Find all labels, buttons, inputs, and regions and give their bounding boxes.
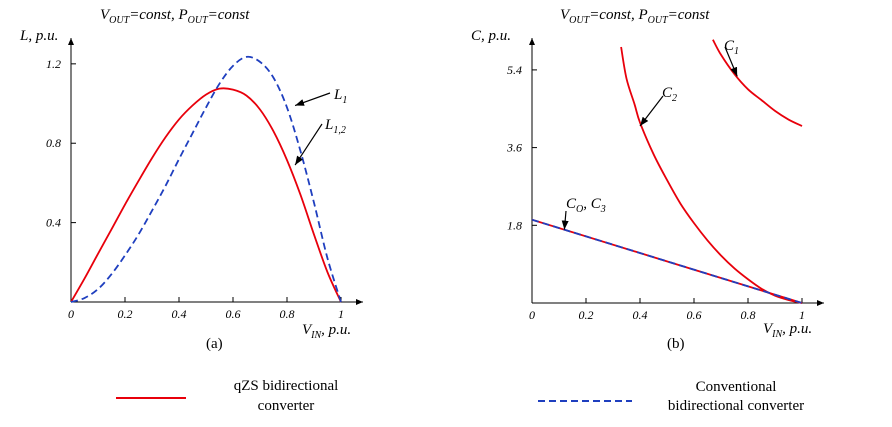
x-tick-label: 0.2 bbox=[579, 308, 594, 322]
legend-label: qZS bidirectional bbox=[234, 378, 339, 394]
legend: qZS bidirectional converter Conventional bi… bbox=[116, 378, 804, 414]
annotation-label: C2 bbox=[662, 85, 677, 104]
legend-label: bidirectional converter bbox=[668, 398, 804, 414]
x-tick-label: 0.2 bbox=[118, 307, 133, 321]
x-tick-label: 0.4 bbox=[633, 308, 648, 322]
chart-title: VOUT=const, POUT=const bbox=[560, 7, 710, 26]
x-tick-label: 1 bbox=[799, 308, 805, 322]
legend-label: Conventional bbox=[696, 379, 777, 395]
chart-title: VOUT=const, POUT=const bbox=[100, 7, 250, 26]
x-tick-label: 0 bbox=[68, 307, 74, 321]
x-tick-label: 0.4 bbox=[172, 307, 187, 321]
chart-a: VOUT=const, POUT=const L, p.u. VIN, p.u. (a… bbox=[19, 7, 363, 352]
y-tick-label: 0.8 bbox=[46, 136, 61, 150]
x-tick-label: 0.6 bbox=[226, 307, 241, 321]
chart-caption: (a) bbox=[206, 336, 223, 352]
series-c2 bbox=[620, 46, 803, 304]
x-axis-label: VIN, p.u. bbox=[302, 322, 351, 341]
chart-b: VOUT=const, POUT=const C, p.u. VIN, p.u. (b… bbox=[471, 7, 824, 352]
x-axis-label: VIN, p.u. bbox=[763, 321, 812, 340]
y-tick-label: 1.8 bbox=[507, 218, 522, 232]
x-tick-label: 1 bbox=[338, 307, 344, 321]
y-tick-label: 1.2 bbox=[46, 57, 61, 71]
annotation-arrow bbox=[294, 123, 323, 166]
annotation-label: L1,2 bbox=[324, 117, 346, 136]
x-tick-label: 0.8 bbox=[741, 308, 756, 322]
legend-label: converter bbox=[258, 398, 315, 414]
x-tick-label: 0.8 bbox=[280, 307, 295, 321]
x-tick-label: 0 bbox=[529, 308, 535, 322]
series-c3 bbox=[532, 218, 803, 304]
series-l1-2 bbox=[71, 87, 342, 303]
annotation-arrow bbox=[294, 92, 331, 107]
series-c1 bbox=[712, 39, 803, 127]
y-tick-label: 0.4 bbox=[46, 216, 61, 230]
y-tick-label: 3.6 bbox=[506, 141, 522, 155]
y-axis-label: L, p.u. bbox=[19, 28, 58, 44]
annotation-arrow bbox=[561, 210, 569, 230]
y-tick-label: 5.4 bbox=[507, 63, 522, 77]
x-tick-label: 0.6 bbox=[687, 308, 702, 322]
series-co bbox=[532, 218, 803, 304]
annotation-arrow bbox=[724, 46, 738, 77]
annotation-label: C1 bbox=[724, 38, 739, 57]
y-axis-label: C, p.u. bbox=[471, 28, 511, 44]
annotation-label: L1 bbox=[333, 87, 347, 106]
annotation-arrow bbox=[639, 95, 664, 127]
annotation-label: CO, C3 bbox=[566, 196, 606, 215]
series-l1 bbox=[71, 55, 342, 303]
chart-caption: (b) bbox=[667, 336, 685, 352]
